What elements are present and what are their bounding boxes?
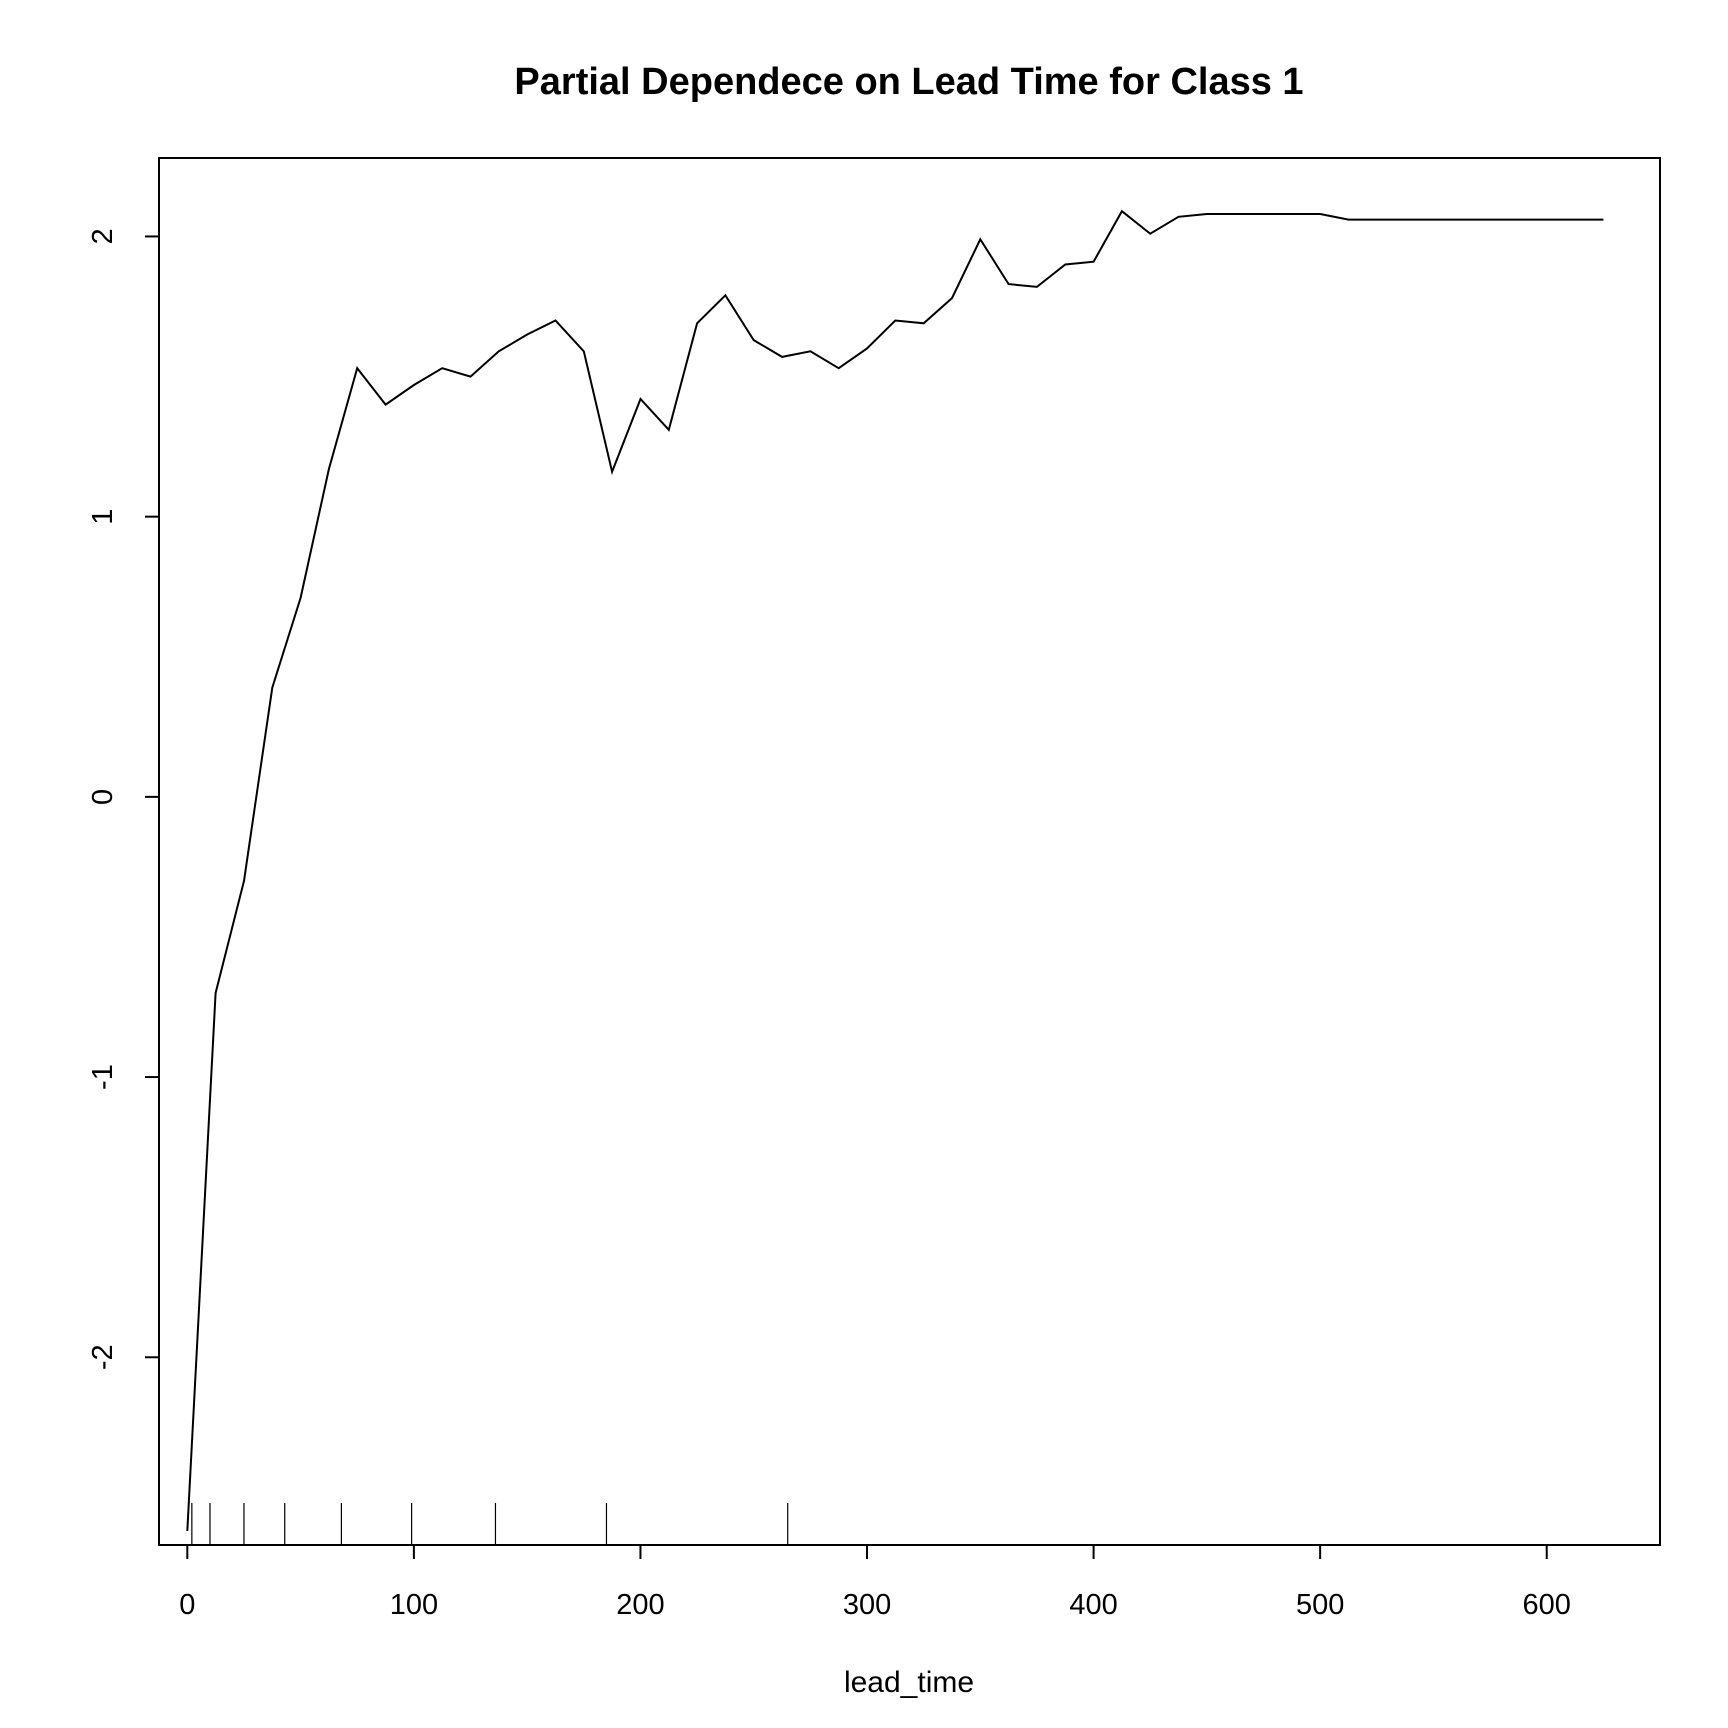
y-tick-label: 1 — [87, 509, 119, 525]
rug-marks — [191, 1503, 789, 1545]
x-axis: 0 100 200 300 400 500 600 — [179, 1544, 1571, 1621]
x-tick-label: 300 — [843, 1589, 891, 1621]
y-tick-label: 2 — [87, 228, 119, 244]
y-axis: -2 -1 0 1 2 — [87, 228, 160, 1370]
x-tick-label: 200 — [616, 1589, 664, 1621]
x-tick-label: 100 — [390, 1589, 438, 1621]
y-tick-label: -2 — [87, 1344, 119, 1370]
x-tick-label: 400 — [1069, 1589, 1117, 1621]
y-tick-label: 0 — [87, 789, 119, 805]
y-tick-label: -1 — [87, 1064, 119, 1090]
chart-title: Partial Dependece on Lead Time for Class… — [514, 61, 1303, 103]
x-axis-label: lead_time — [844, 1666, 974, 1699]
x-tick-label: 600 — [1523, 1589, 1571, 1621]
plot-box — [158, 157, 1661, 1546]
series-line — [186, 209, 1604, 1532]
x-tick-label: 500 — [1296, 1589, 1344, 1621]
x-tick-label: 0 — [179, 1589, 195, 1621]
